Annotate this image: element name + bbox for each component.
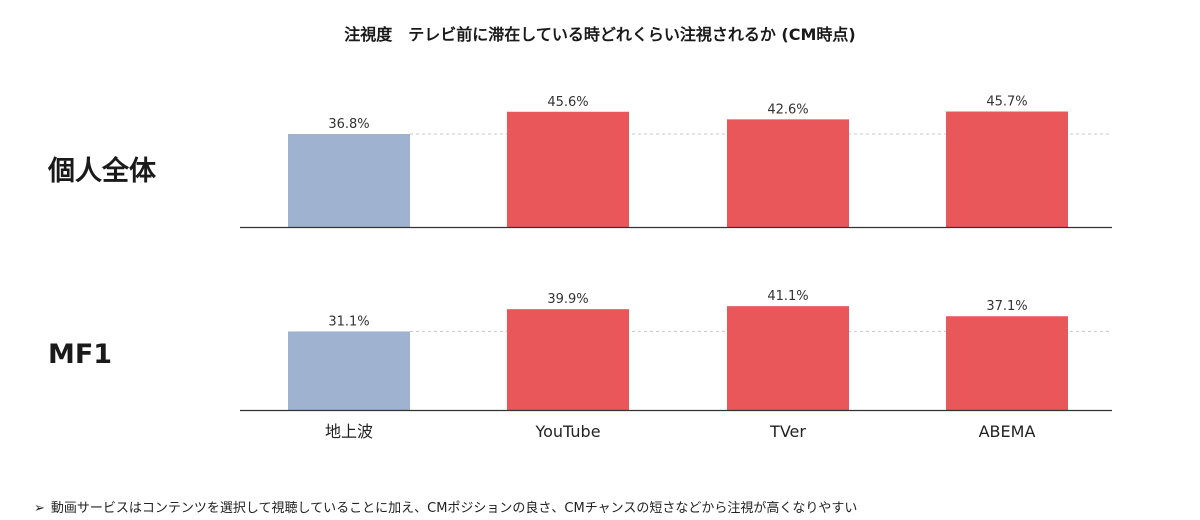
bar-ABEMA bbox=[946, 316, 1068, 410]
data-label: 45.7% bbox=[986, 95, 1027, 110]
row-label: MF1 bbox=[48, 339, 112, 370]
bar-TVer bbox=[727, 119, 849, 227]
data-label: 36.8% bbox=[328, 117, 369, 132]
category-label: ABEMA bbox=[979, 422, 1036, 441]
arrow-icon: ➢ bbox=[34, 501, 45, 516]
panel-mf1: MF1 31.1% 39.9% 41.1% 37.1% bbox=[48, 289, 1112, 412]
bar-地上波 bbox=[288, 331, 410, 410]
data-label: 41.1% bbox=[767, 289, 808, 304]
data-label: 45.6% bbox=[547, 95, 588, 110]
bar-YouTube bbox=[507, 111, 629, 227]
data-label: 37.1% bbox=[986, 299, 1027, 314]
category-label: TVer bbox=[769, 422, 806, 441]
category-label: YouTube bbox=[534, 422, 600, 441]
chart-title: 注視度 テレビ前に滞在している時どれくらい注視されるか (CM時点) bbox=[344, 25, 855, 44]
bar-ABEMA bbox=[946, 111, 1068, 227]
data-label: 31.1% bbox=[328, 314, 369, 329]
panel-all-individuals: 個人全体 36.8% 45.6% 42.6% 45.7% bbox=[47, 95, 1112, 229]
attention-chart: 注視度 テレビ前に滞在している時どれくらい注視されるか (CM時点) 個人全体 3… bbox=[47, 25, 1112, 441]
bar-YouTube bbox=[507, 309, 629, 410]
data-label: 42.6% bbox=[767, 102, 808, 117]
category-labels: 地上波 YouTube TVer ABEMA bbox=[325, 422, 1035, 441]
footnote: ➢ 動画サービスはコンテンツを選択して視聴していることに加え、CMポジションの良さ… bbox=[34, 497, 857, 516]
data-label: 39.9% bbox=[547, 292, 588, 307]
bar-地上波 bbox=[288, 134, 410, 227]
footnote-text: 動画サービスはコンテンツを選択して視聴していることに加え、CMポジションの良さ、… bbox=[50, 501, 858, 516]
category-label: 地上波 bbox=[325, 422, 373, 441]
row-label: 個人全体 bbox=[47, 155, 157, 187]
bar-TVer bbox=[727, 306, 849, 410]
chart-panels: 個人全体 36.8% 45.6% 42.6% 45.7% MF1 31.1% 39.9% 41.… bbox=[47, 95, 1112, 412]
